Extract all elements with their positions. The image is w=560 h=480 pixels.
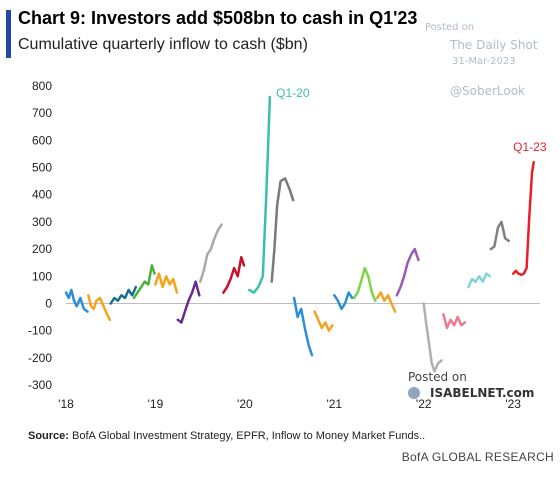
series-line-10 [270,177,295,283]
annotation-label: Q1-20 [276,86,310,100]
series-line-3 [109,285,138,305]
y-tick-label: 500 [32,161,52,175]
source-note: Source: BofA Global Investment Strategy,… [28,430,425,442]
watermark-handle: @SoberLook [450,84,525,98]
series-line-20 [489,220,510,251]
y-tick-label: 800 [32,79,52,93]
x-tick-label: '23 [505,397,521,411]
watermark-posted-on: Posted on [425,22,475,33]
chart-subtitle: Cumulative quarterly inflow to cash ($bn… [18,36,308,53]
globe-icon [408,386,420,399]
annotation-label: Q1-23 [513,140,547,154]
series-line-5 [154,272,179,294]
series-line-12 [313,310,334,332]
y-tick-label: 700 [32,106,52,120]
series-line-14 [352,266,377,302]
y-tick-label: 200 [32,242,52,256]
y-tick-label: -100 [28,324,52,338]
isabelnet-brand: ISABELNET.com [430,386,535,400]
series-line-13 [333,291,354,311]
series-line-7 [198,223,223,283]
x-tick-label: '18 [58,397,74,411]
isabelnet-watermark: Posted on ISABELNET.com [408,370,534,402]
y-tick-label: 600 [32,133,52,147]
x-tick-label: '22 [416,397,432,411]
series-line-21 [511,160,535,277]
series-line-8 [222,255,246,294]
y-tick-label: 300 [32,215,52,229]
series-line-2 [87,294,112,322]
y-tick-label: -300 [28,378,52,392]
x-tick-label: '21 [326,397,342,411]
series-line-4 [132,264,156,300]
series-line-11 [292,296,314,357]
series-line-18 [442,313,467,330]
series-line-9 [248,95,272,294]
watermark-date: 31-Mar-2023 [452,56,516,67]
bofa-brand: BofA GLOBAL RESEARCH [401,450,554,464]
series-line-19 [467,272,492,289]
series-line-16 [395,247,420,297]
x-tick-label: '19 [148,397,164,411]
watermark-daily-shot: The Daily Shot [450,38,538,52]
series-line-6 [176,280,201,324]
x-tick-label: '20 [237,397,253,411]
y-tick-label: 100 [32,269,52,283]
isabelnet-posted-on: Posted on [408,370,467,384]
y-tick-label: 0 [45,296,52,310]
series-line-17 [422,302,443,373]
y-tick-label: 400 [32,188,52,202]
y-tick-label: -200 [28,351,52,365]
source-label: Source: [28,430,69,442]
series-line-1 [64,288,89,313]
source-text: BofA Global Investment Strategy, EPFR, I… [72,430,426,442]
chart-title: Chart 9: Investors add $508bn to cash in… [18,8,418,28]
series-line-15 [375,291,397,313]
title-accent-bar [6,10,11,58]
